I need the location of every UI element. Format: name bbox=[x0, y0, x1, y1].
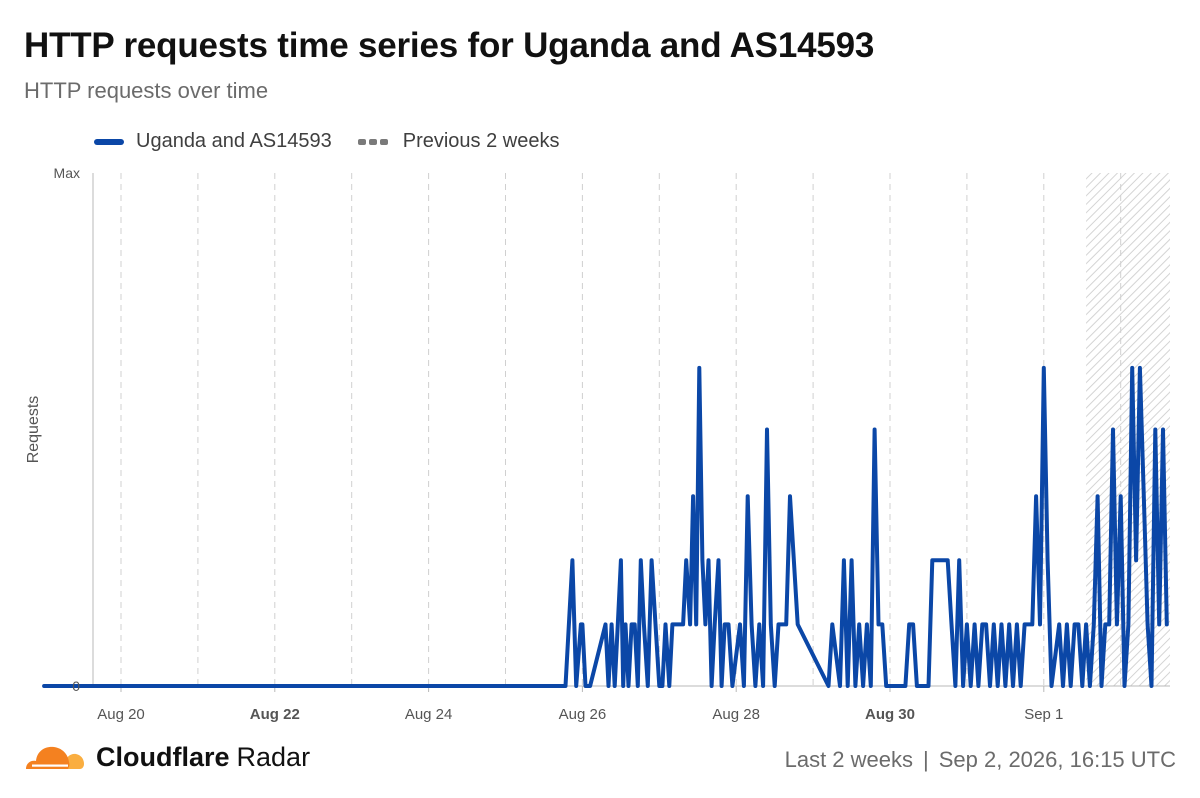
legend-item-previous[interactable]: Previous 2 weeks bbox=[357, 130, 560, 153]
chart-legend: Uganda and AS14593 Previous 2 weeks bbox=[94, 130, 585, 153]
page-subtitle: HTTP requests over time bbox=[24, 78, 269, 103]
brand-name: Cloudflare bbox=[96, 742, 230, 772]
footer-separator: | bbox=[923, 747, 929, 772]
time-range-label: Last 2 weeks bbox=[784, 747, 914, 772]
y-tick-label: Max bbox=[54, 165, 80, 181]
cloudflare-cloud-icon bbox=[26, 746, 84, 769]
x-tick-label: Aug 26 bbox=[559, 706, 607, 723]
y-axis-title: Requests bbox=[25, 396, 42, 464]
brand-product: Radar bbox=[236, 742, 311, 772]
x-tick-label: Sep 1 bbox=[1024, 706, 1063, 723]
legend-label-previous: Previous 2 weeks bbox=[402, 130, 560, 152]
x-tick-label: Aug 30 bbox=[865, 706, 915, 723]
timestamp-label: Sep 2, 2026, 16:15 UTC bbox=[938, 747, 1176, 772]
x-tick-label: Aug 22 bbox=[250, 706, 300, 723]
series-line bbox=[42, 365, 1169, 688]
x-tick-label: Aug 20 bbox=[97, 706, 145, 723]
legend-swatch-solid bbox=[94, 138, 124, 145]
brand-footer: Cloudflare Radar bbox=[24, 742, 310, 773]
y-tick-label: 0 bbox=[72, 678, 80, 694]
x-tick-label: Aug 24 bbox=[405, 706, 453, 723]
legend-label-primary: Uganda and AS14593 bbox=[136, 130, 332, 152]
footer-info: Last 2 weeks | Sep 2, 2026, 16:15 UTC bbox=[785, 747, 1176, 773]
page-title: HTTP requests time series for Uganda and… bbox=[24, 26, 875, 65]
legend-item-primary[interactable]: Uganda and AS14593 bbox=[94, 130, 332, 153]
x-tick-label: Aug 28 bbox=[712, 706, 760, 723]
legend-swatch-dashed bbox=[357, 138, 391, 145]
